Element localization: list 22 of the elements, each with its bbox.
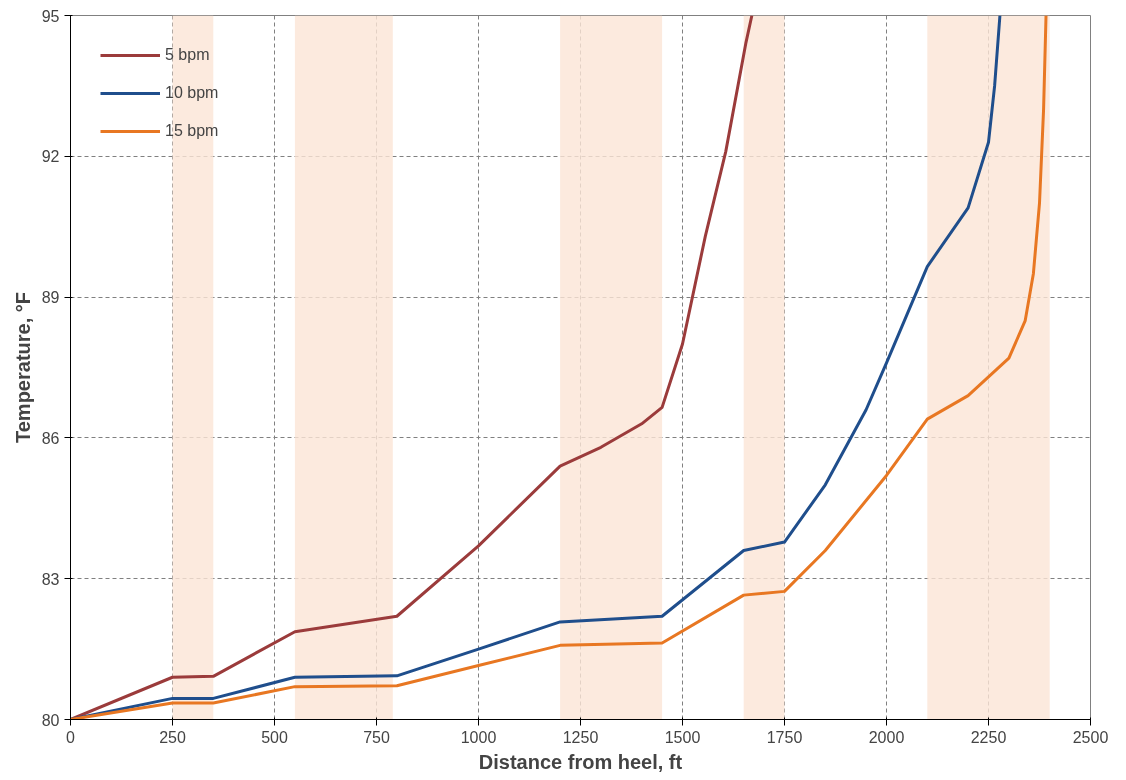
y-tick-label: 89: [41, 289, 60, 307]
x-tick-label: 750: [363, 728, 390, 746]
x-tick-label: 500: [261, 728, 288, 746]
x-tick-label: 2250: [970, 728, 1007, 746]
legend-label: 5 bpm: [165, 46, 210, 64]
y-tick-label: 92: [41, 148, 60, 166]
y-axis-title: Temperature, °F: [11, 292, 34, 443]
x-tick-label: 2000: [868, 728, 905, 746]
legend-label: 15 bpm: [165, 122, 219, 140]
y-tick-label: 86: [41, 429, 60, 447]
x-tick-label: 1250: [562, 728, 599, 746]
x-tick-label: 1750: [766, 728, 803, 746]
y-tick-label: 80: [41, 711, 60, 729]
x-axis-title: Distance from heel, ft: [478, 750, 683, 773]
x-tick-label: 250: [159, 728, 186, 746]
x-tick-label: 0: [66, 728, 76, 746]
legend-label: 10 bpm: [165, 84, 219, 102]
x-tick-label: 1000: [460, 728, 497, 746]
x-tick-label: 1500: [664, 728, 701, 746]
y-tick-label: 83: [41, 570, 60, 588]
x-tick-label: 2500: [1072, 728, 1109, 746]
y-tick-label: 95: [41, 7, 60, 25]
